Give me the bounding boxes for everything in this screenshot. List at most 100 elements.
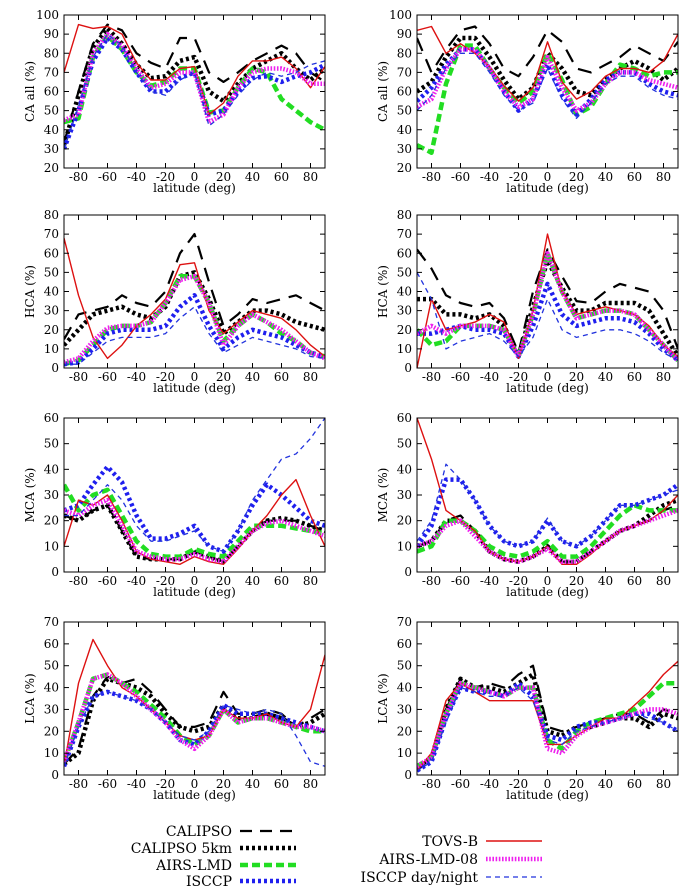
x-tick-label: 40 [598, 574, 613, 588]
x-tick-label: -40 [480, 777, 499, 791]
y-tick-label: 80 [397, 208, 412, 222]
x-tick-label: 40 [598, 370, 613, 384]
y-tick-label: 50 [397, 265, 412, 279]
y-tick-label: 20 [397, 724, 412, 738]
legend-label-airs-lmd: AIRS-LMD [155, 858, 232, 874]
x-tick-label: 40 [245, 777, 260, 791]
x-axis-label: latitude (deg) [153, 381, 236, 395]
legend-right: TOVS-B AIRS-LMD-08 ISCCP day/night [361, 834, 542, 886]
x-tick-label: 0 [191, 574, 199, 588]
legend-label-airs-lmd-08: AIRS-LMD-08 [378, 852, 478, 868]
x-tick-label: -80 [422, 777, 441, 791]
x-tick-label: 80 [656, 574, 671, 588]
series-line-isccp [417, 680, 678, 773]
legend-label-isccp-day-night: ISCCP day/night [361, 870, 479, 886]
x-tick-label: -60 [98, 574, 117, 588]
y-axis-label: CA all (%) [376, 61, 390, 122]
y-tick-label: 50 [44, 437, 59, 451]
y-axis-label: CA all (%) [23, 61, 37, 122]
series-group [64, 23, 325, 150]
series-line-calipso [64, 233, 325, 340]
series-line-airs-lmd-08 [64, 497, 325, 564]
y-tick-label: 30 [44, 142, 59, 156]
series-line-calipso [417, 504, 678, 563]
x-tick-label: -60 [451, 574, 470, 588]
x-tick-label: -40 [480, 370, 499, 384]
y-tick-label: 40 [44, 681, 59, 695]
y-tick-label: 40 [44, 285, 59, 299]
x-tick-label: 40 [598, 777, 613, 791]
series-group [417, 233, 678, 368]
y-tick-label: 0 [51, 361, 59, 375]
y-tick-label: 30 [44, 488, 59, 502]
x-axis-label: latitude (deg) [506, 788, 589, 802]
x-axis-label: latitude (deg) [153, 181, 236, 195]
x-tick-label: 60 [627, 777, 642, 791]
series-line-airs-lmd-08 [417, 47, 678, 113]
panel-ca-left: -80 -60 -40 -20 0 20 40 60 80 20 30 40 50 60 70 80 90 100… [23, 8, 326, 195]
x-tick-label: -80 [69, 574, 88, 588]
x-tick-label: 20 [216, 170, 231, 184]
x-axis-label: latitude (deg) [506, 181, 589, 195]
y-axis-label: HCA (%) [376, 265, 390, 318]
panel-mca-left: -80 -60 -40 -20 0 20 40 60 80 0 10 20 30 40 50 60 latitu… [23, 411, 326, 599]
y-tick-label: 0 [404, 565, 412, 579]
legend-label-isccp: ISCCP [186, 874, 232, 887]
x-axis-label: latitude (deg) [153, 788, 236, 802]
y-tick-label: 70 [44, 65, 59, 79]
legend-label-calipso-5km: CALIPSO 5km [131, 841, 232, 857]
x-tick-label: 60 [627, 370, 642, 384]
series-line-tovs-b [64, 638, 325, 767]
x-tick-label: -80 [422, 170, 441, 184]
y-tick-label: 10 [44, 539, 59, 553]
series-line-calipso [64, 23, 325, 144]
x-axis-label: latitude (deg) [153, 585, 236, 599]
series-line-tovs-b [64, 237, 325, 360]
x-tick-label: -80 [422, 574, 441, 588]
x-tick-label: 20 [216, 574, 231, 588]
y-tick-label: 20 [44, 724, 59, 738]
series-line-airs-lmd-08 [64, 273, 325, 365]
y-axis-label: MCA (%) [376, 468, 390, 523]
x-tick-label: 80 [303, 370, 318, 384]
y-tick-label: 60 [44, 637, 59, 651]
panel-ca-right: -80 -60 -40 -20 0 20 40 60 80 20 30 40 50 60 70 80 90 100… [376, 8, 679, 195]
y-axis-label: LCA (%) [23, 673, 37, 723]
y-tick-label: 80 [44, 208, 59, 222]
x-tick-label: -80 [422, 370, 441, 384]
series-line-airs-lmd-08 [417, 508, 678, 564]
x-tick-label: -60 [98, 370, 117, 384]
y-tick-label: 100 [389, 8, 412, 22]
x-tick-label: 20 [216, 777, 231, 791]
x-tick-label: -40 [480, 170, 499, 184]
x-tick-label: -40 [480, 574, 499, 588]
x-tick-label: 20 [569, 574, 584, 588]
y-tick-label: 40 [44, 123, 59, 137]
series-line-calipso [417, 248, 678, 354]
y-tick-label: 80 [397, 46, 412, 60]
series-line-calipso [417, 664, 678, 772]
y-tick-label: 70 [397, 65, 412, 79]
series-group [64, 233, 325, 367]
legend-label-tovs-b: TOVS-B [422, 834, 478, 850]
y-tick-label: 70 [397, 227, 412, 241]
x-tick-label: 0 [544, 370, 552, 384]
series-line-calipso-5km [64, 270, 325, 347]
y-tick-label: 30 [44, 304, 59, 318]
x-tick-label: -60 [451, 777, 470, 791]
x-tick-label: -20 [156, 574, 175, 588]
series-line-airs-lmd [64, 33, 325, 132]
y-tick-label: 70 [44, 227, 59, 241]
x-tick-label: 60 [274, 777, 289, 791]
x-tick-label: 20 [569, 370, 584, 384]
series-line-airs-lmd-08 [417, 251, 678, 362]
x-tick-label: -60 [98, 777, 117, 791]
x-tick-label: -20 [156, 370, 175, 384]
panel-mca-right: -80 -60 -40 -20 0 20 40 60 80 0 10 20 30 40 50 60 latitu… [376, 411, 679, 599]
y-tick-label: 20 [397, 161, 412, 175]
plot-frame [416, 14, 679, 169]
x-tick-label: 0 [544, 574, 552, 588]
y-tick-label: 30 [397, 488, 412, 502]
x-tick-label: -40 [127, 370, 146, 384]
x-tick-label: -20 [509, 574, 528, 588]
